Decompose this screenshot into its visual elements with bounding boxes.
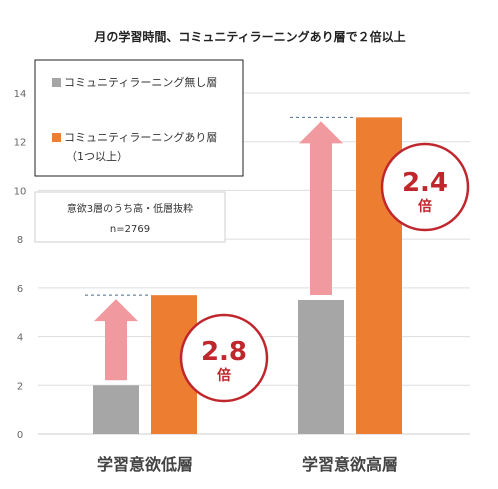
legend-swatch-2 [52,133,61,142]
chart-title: 月の学習時間、コミュニティラーニングあり層で２倍以上 [93,29,405,44]
ratio-circle-high [380,142,470,232]
y-tick-label: 12 [14,138,27,149]
legend: コミュニティラーニング無し層 コミュニティラーニングあり層 （1つ以上） [34,59,244,177]
y-tick-label: 0 [17,430,23,441]
ratio-unit-high: 倍 [418,198,432,215]
y-tick-label: 4 [17,333,23,344]
note-box [34,191,226,243]
increase-arrow [94,299,138,381]
reference-lines [85,116,356,296]
ratio-circle-low [179,313,269,403]
ratio-badge-low: 2.8 倍 [179,313,269,403]
y-tick-label: 2 [17,381,23,392]
y-tick-label: 14 [14,89,27,100]
increase-arrow [299,121,343,296]
note-line-2: n=2769 [110,224,150,235]
ratio-badge-high: 2.4 倍 [380,142,470,232]
legend-box [34,59,244,177]
increase-arrows [94,121,343,381]
x-axis: 学習意欲低層 学習意欲高層 [97,455,398,474]
note-line-1: 意欲3層のうち高・低層抜粋 [67,202,193,215]
ratio-unit-low: 倍 [217,367,231,384]
ratio-value-high: 2.4 [402,168,448,198]
bar-without-high [298,300,344,434]
bars [93,117,402,434]
y-tick-label: 6 [17,284,23,295]
category-label: 学習意欲低層 [97,455,193,474]
legend-label-2-line2: （1つ以上） [66,150,128,163]
y-tick-label: 10 [14,186,27,197]
legend-swatch-1 [52,78,61,87]
y-axis: 0 2 4 6 8 10 12 14 [14,89,27,441]
legend-label-1: コミュニティラーニング無し層 [64,75,217,89]
legend-label-2: コミュニティラーニングあり層 [64,130,217,144]
note: 意欲3層のうち高・低層抜粋 n=2769 [34,191,226,243]
ratio-value-low: 2.8 [201,337,247,367]
bar-without-low [93,385,139,434]
y-tick-label: 8 [17,235,23,246]
category-label: 学習意欲高層 [302,455,398,474]
